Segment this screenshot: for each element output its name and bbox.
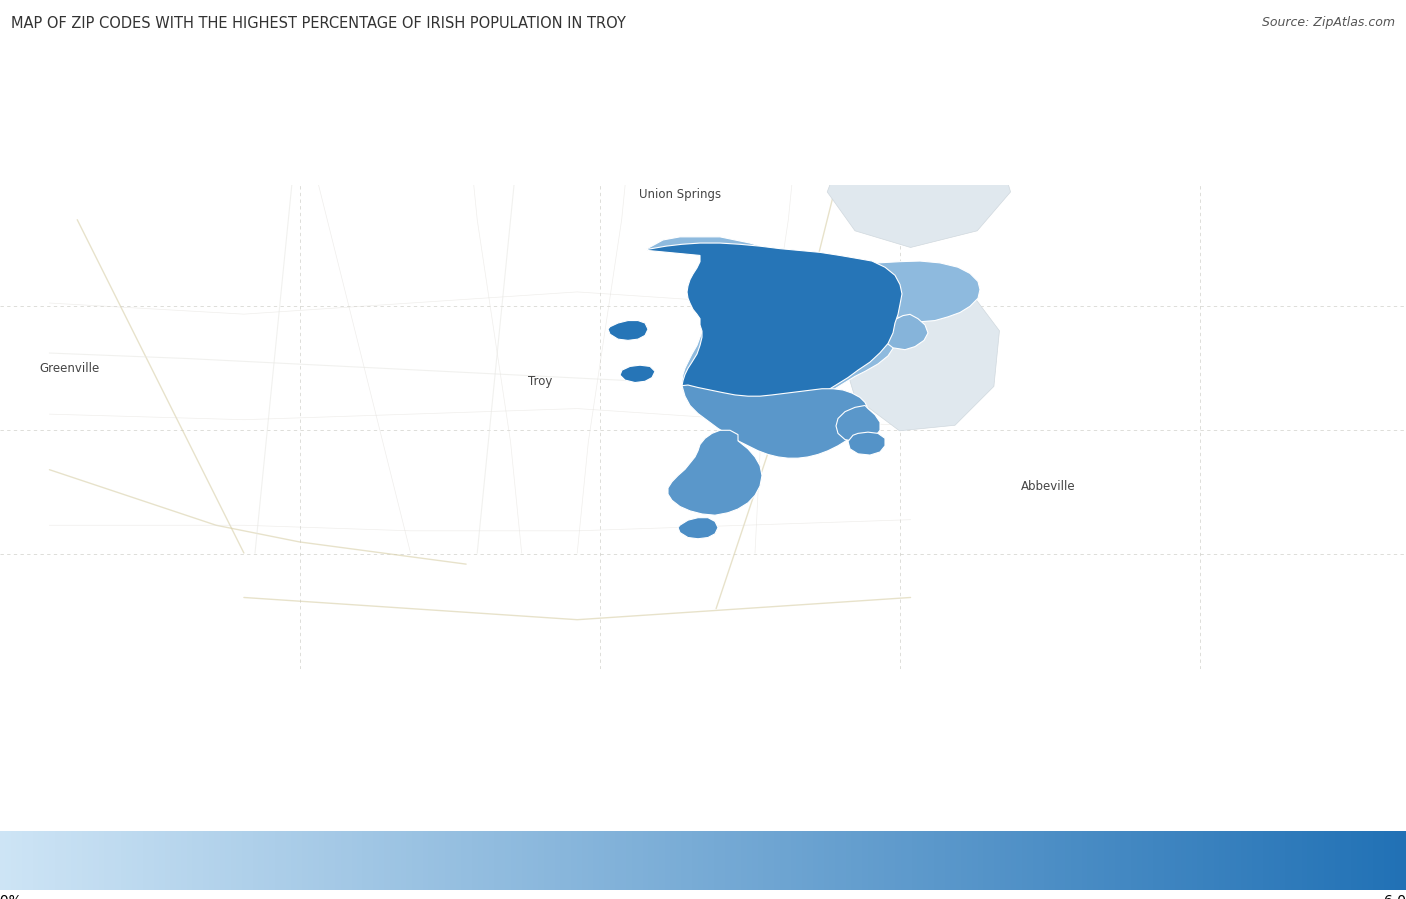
Polygon shape [848,432,884,455]
Polygon shape [678,518,718,539]
Text: Troy: Troy [527,376,553,388]
Polygon shape [607,321,648,341]
Text: Abbeville: Abbeville [1021,479,1076,493]
Text: Source: ZipAtlas.com: Source: ZipAtlas.com [1261,16,1395,29]
Polygon shape [838,275,1000,431]
Polygon shape [645,236,912,414]
Polygon shape [882,315,928,350]
Polygon shape [856,261,980,322]
Polygon shape [620,365,655,383]
Polygon shape [645,243,903,416]
Polygon shape [682,385,868,458]
Polygon shape [668,431,762,515]
Polygon shape [837,405,880,441]
Polygon shape [827,109,1011,247]
Text: Greenville: Greenville [39,361,100,375]
Text: Union Springs: Union Springs [638,188,721,201]
Text: MAP OF ZIP CODES WITH THE HIGHEST PERCENTAGE OF IRISH POPULATION IN TROY: MAP OF ZIP CODES WITH THE HIGHEST PERCEN… [11,16,626,31]
